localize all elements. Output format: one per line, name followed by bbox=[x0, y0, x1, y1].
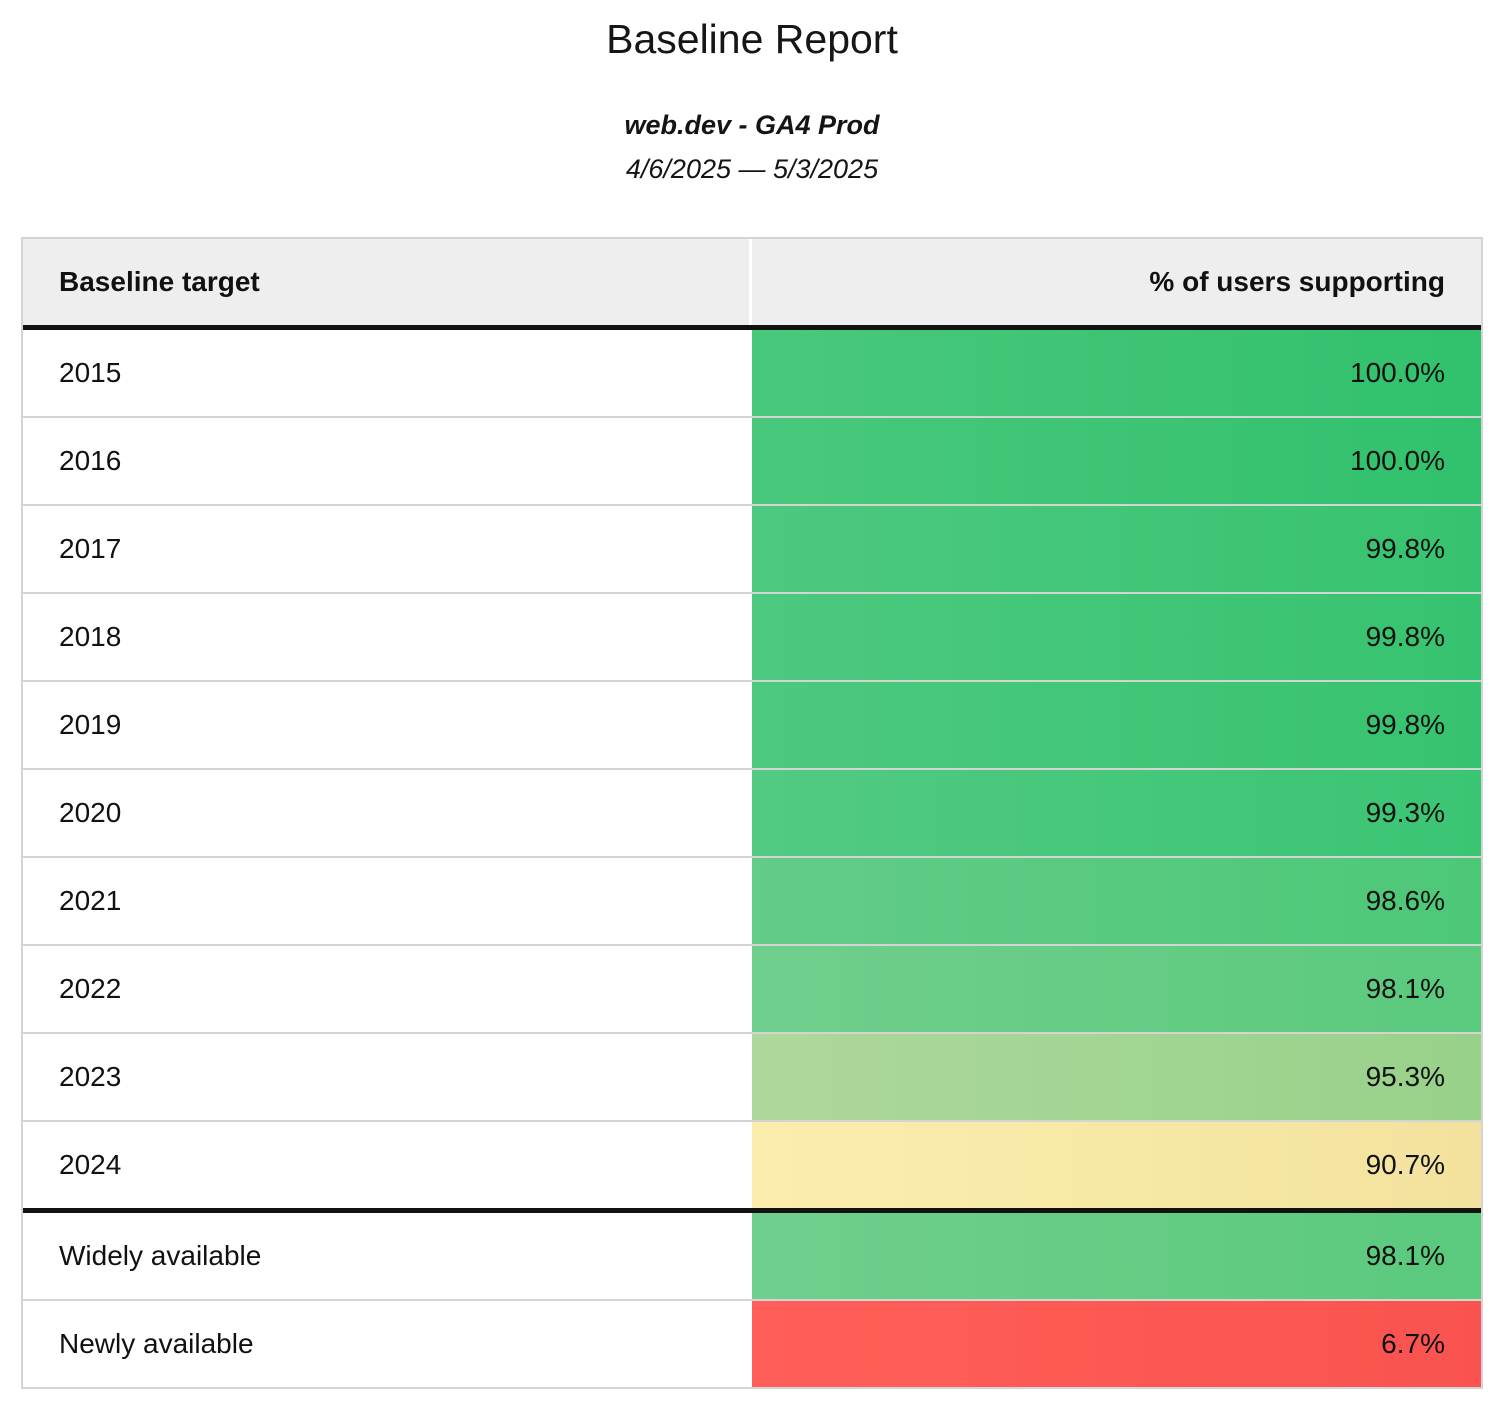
row-label: 2015 bbox=[23, 330, 752, 416]
table-row: 2021 98.6% bbox=[23, 858, 1481, 946]
table-row: 2024 90.7% bbox=[23, 1122, 1481, 1213]
row-value-cell: 99.3% bbox=[752, 770, 1481, 856]
table-row: Newly available 6.7% bbox=[23, 1301, 1481, 1387]
row-value: 98.1% bbox=[1365, 1240, 1445, 1271]
row-value-cell: 99.8% bbox=[752, 682, 1481, 768]
table-row: 2019 99.8% bbox=[23, 682, 1481, 770]
row-value: 98.1% bbox=[1365, 973, 1445, 1004]
row-value-cell: 95.3% bbox=[752, 1034, 1481, 1120]
report-subtitle: web.dev - GA4 Prod bbox=[624, 110, 880, 140]
row-value: 98.6% bbox=[1365, 885, 1445, 916]
row-label: 2023 bbox=[23, 1034, 752, 1120]
column-header-target: Baseline target bbox=[23, 239, 752, 325]
row-value: 95.3% bbox=[1365, 1061, 1445, 1092]
row-value-cell: 99.8% bbox=[752, 594, 1481, 680]
row-label: 2017 bbox=[23, 506, 752, 592]
row-label: 2020 bbox=[23, 770, 752, 856]
table-header-row: Baseline target % of users supporting bbox=[23, 239, 1481, 330]
report-date-range: 4/6/2025 — 5/3/2025 bbox=[625, 154, 879, 184]
row-value-cell: 98.1% bbox=[752, 946, 1481, 1032]
row-label: Widely available bbox=[23, 1213, 752, 1299]
row-label: 2022 bbox=[23, 946, 752, 1032]
row-value-cell: 90.7% bbox=[752, 1122, 1481, 1208]
row-value-cell: 6.7% bbox=[752, 1301, 1481, 1387]
report-header: Baseline Report web.dev - GA4 Prod 4/6/2… bbox=[0, 0, 1504, 185]
row-value-cell: 98.1% bbox=[752, 1213, 1481, 1299]
row-value: 100.0% bbox=[1350, 445, 1445, 476]
row-value-cell: 100.0% bbox=[752, 418, 1481, 504]
row-label: 2024 bbox=[23, 1122, 752, 1208]
table-row: 2017 99.8% bbox=[23, 506, 1481, 594]
row-label: Newly available bbox=[23, 1301, 752, 1387]
table-row: 2018 99.8% bbox=[23, 594, 1481, 682]
column-header-support: % of users supporting bbox=[1149, 266, 1445, 297]
table-row: Widely available 98.1% bbox=[23, 1213, 1481, 1301]
row-value-cell: 98.6% bbox=[752, 858, 1481, 944]
row-label: 2021 bbox=[23, 858, 752, 944]
row-value: 100.0% bbox=[1350, 357, 1445, 388]
baseline-table: Baseline target % of users supporting 20… bbox=[21, 237, 1483, 1389]
row-label: 2016 bbox=[23, 418, 752, 504]
table-row: 2015 100.0% bbox=[23, 330, 1481, 418]
row-label: 2019 bbox=[23, 682, 752, 768]
table-row: 2023 95.3% bbox=[23, 1034, 1481, 1122]
row-value: 99.8% bbox=[1365, 621, 1445, 652]
page-title: Baseline Report bbox=[606, 16, 898, 62]
row-label: 2018 bbox=[23, 594, 752, 680]
row-value-cell: 99.8% bbox=[752, 506, 1481, 592]
row-value: 99.8% bbox=[1365, 533, 1445, 564]
row-value-cell: 100.0% bbox=[752, 330, 1481, 416]
table-row: 2022 98.1% bbox=[23, 946, 1481, 1034]
row-value: 99.8% bbox=[1365, 709, 1445, 740]
row-value: 90.7% bbox=[1365, 1149, 1445, 1180]
table-row: 2020 99.3% bbox=[23, 770, 1481, 858]
row-value: 99.3% bbox=[1365, 797, 1445, 828]
row-value: 6.7% bbox=[1381, 1328, 1445, 1359]
table-row: 2016 100.0% bbox=[23, 418, 1481, 506]
